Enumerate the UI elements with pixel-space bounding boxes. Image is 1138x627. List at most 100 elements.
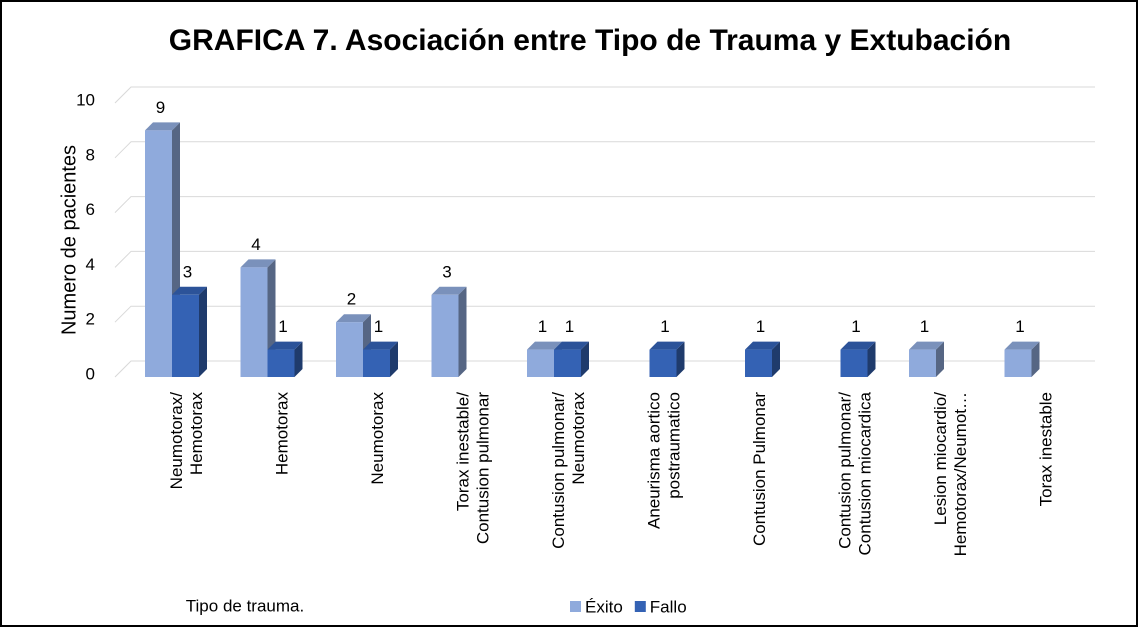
x-tick-line: Lesion miocardio/ (931, 392, 950, 526)
bar (649, 341, 685, 377)
x-tick-line: Contusion pulmonar/ (836, 392, 855, 549)
y-tick-label: 8 (86, 145, 95, 164)
x-tick-line: Torax inestable (1037, 392, 1056, 506)
bar-side (1031, 341, 1040, 377)
y-tick-label: 2 (86, 310, 95, 329)
bar-side (199, 286, 207, 377)
bar-front (267, 349, 295, 377)
bar (909, 341, 944, 377)
bar-top (172, 286, 207, 295)
x-tick-line: Contusion Pulmonar (750, 392, 769, 546)
y-tick-label: 0 (86, 364, 95, 383)
bar (145, 122, 180, 378)
x-tick-line: Neumotorax/ (167, 392, 186, 490)
x-tick-label: Torax inestable (1037, 392, 1056, 506)
bar (1004, 341, 1040, 377)
x-tick-line: Aneurisma aortico (645, 392, 664, 529)
bar-front (1004, 349, 1032, 377)
bar-top (840, 341, 876, 350)
x-tick-line: Contusion pulmonar (474, 392, 493, 544)
x-tick-line: Hemotorax/Neumot… (951, 392, 970, 556)
x-tick-label: Torax inestable/Contusion pulmonar (454, 392, 493, 544)
data-label: 1 (565, 317, 574, 336)
bar-side (936, 341, 944, 377)
bar-front (745, 349, 772, 377)
data-label: 3 (442, 262, 451, 281)
data-label: 1 (1015, 317, 1024, 336)
x-tick-label: Contusion pulmonar/Contusion miocardica (836, 391, 875, 555)
bar-front (554, 349, 581, 377)
bar-side (390, 341, 398, 377)
legend-swatch (570, 601, 581, 612)
bar-top (554, 341, 589, 350)
x-axis-title: Tipo de trauma. (186, 596, 304, 615)
grid-line (114, 196, 1095, 213)
chart-title: GRAFICA 7. Asociación entre Tipo de Trau… (169, 24, 1011, 57)
bar-side (294, 341, 303, 377)
data-label: 4 (251, 235, 260, 254)
bar (363, 341, 398, 377)
bar (554, 341, 589, 377)
x-tick-label: Hemotorax (273, 392, 292, 476)
x-tick-label: Aneurisma aorticopostraumatico (645, 392, 684, 529)
bar-front (172, 294, 199, 377)
data-label: 1 (851, 317, 860, 336)
bar-side (772, 341, 780, 377)
data-label: 2 (347, 290, 356, 309)
bar-top (649, 341, 685, 350)
y-tick-label: 4 (86, 255, 95, 274)
bar-front (649, 349, 677, 377)
bar-front (240, 267, 268, 377)
y-tick-label: 10 (76, 90, 95, 109)
bar-top (431, 286, 467, 295)
grid-line (114, 250, 1095, 268)
x-tick-label: Contusion Pulmonar (750, 392, 769, 546)
data-label: 1 (660, 317, 669, 336)
bar (172, 286, 207, 377)
legend-label: Éxito (585, 597, 623, 616)
data-label: 1 (756, 317, 765, 336)
x-tick-line: Hemotorax (187, 392, 206, 476)
bar-front (145, 130, 172, 377)
x-tick-line: Torax inestable/ (454, 392, 473, 511)
bar-side (581, 341, 589, 377)
bar-front (840, 349, 868, 377)
x-tick-label: Lesion miocardio/Hemotorax/Neumot… (931, 392, 970, 557)
x-tick-line: Contusion pulmonar/ (549, 392, 568, 549)
data-label: 1 (374, 317, 383, 336)
bar (267, 341, 303, 377)
bar (840, 341, 876, 377)
bar-top (1004, 341, 1040, 350)
x-tick-line: Neumotorax (368, 392, 387, 485)
bar-front (336, 322, 363, 377)
data-label: 9 (156, 98, 165, 117)
bar-top (909, 341, 944, 350)
bar-front (527, 349, 554, 377)
bar-top (363, 341, 398, 350)
grid-line (114, 141, 1095, 159)
bar-top (745, 341, 780, 350)
x-tick-line: Hemotorax (273, 392, 292, 476)
bar-top (240, 259, 276, 268)
bar-top (336, 314, 371, 323)
bar (240, 259, 276, 377)
x-tick-line: Neumotorax (569, 392, 588, 485)
y-axis-title: Numero de pacientes (58, 145, 80, 335)
x-tick-line: Contusion miocardica (856, 391, 875, 555)
bar-side (458, 286, 467, 377)
bar-top (527, 341, 562, 350)
x-tick-label: Neumotorax/Hemotorax (167, 392, 206, 490)
bar-top (267, 341, 303, 350)
bar-top (145, 122, 180, 131)
data-label: 1 (278, 317, 287, 336)
bar-side (867, 341, 876, 377)
x-tick-label: Contusion pulmonar/Neumotorax (549, 392, 588, 549)
data-label: 3 (183, 262, 192, 281)
bar-side (676, 341, 685, 377)
y-tick-label: 6 (86, 200, 95, 219)
bar-front (431, 294, 459, 377)
bar (745, 341, 780, 377)
data-label: 1 (538, 317, 547, 336)
x-tick-label: Neumotorax (368, 392, 387, 485)
